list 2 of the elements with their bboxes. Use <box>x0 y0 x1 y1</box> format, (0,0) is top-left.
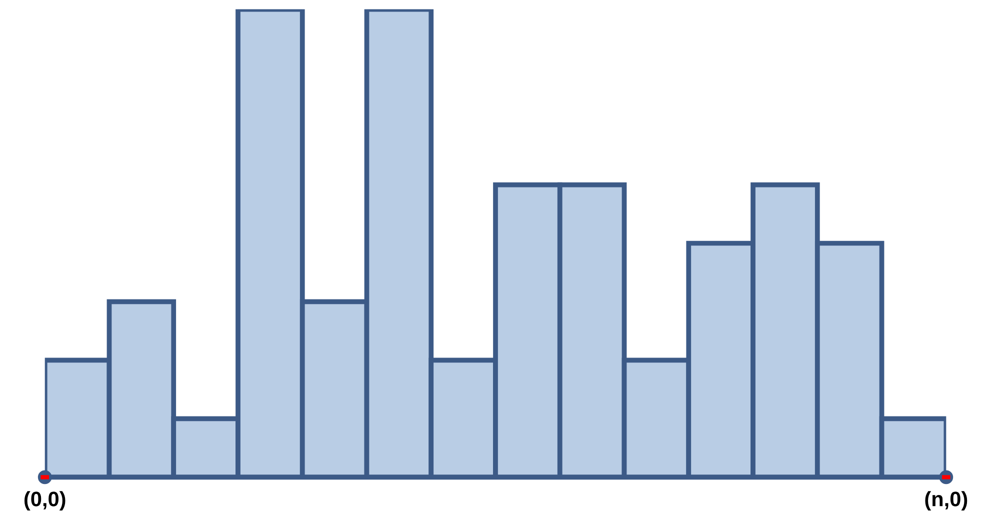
text: (n,0) <box>925 491 968 510</box>
text: (0,0) <box>24 491 66 510</box>
